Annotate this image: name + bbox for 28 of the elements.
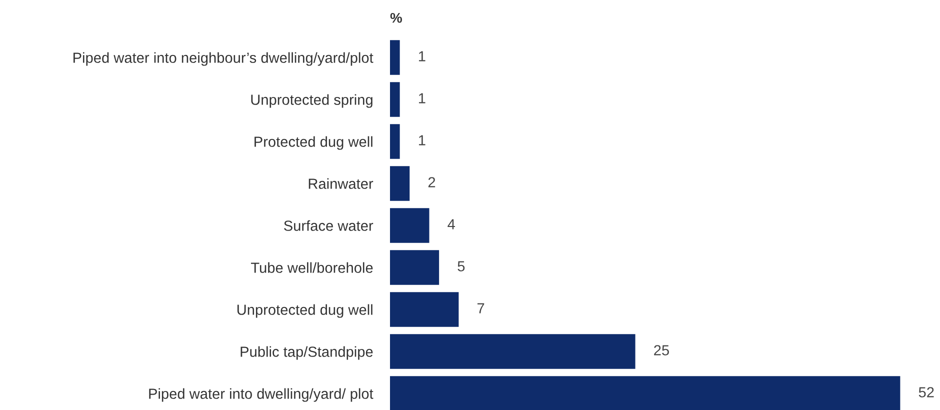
y-tick-label: Rainwater xyxy=(308,178,374,189)
data-label: 4 xyxy=(448,219,455,230)
bar xyxy=(390,376,900,410)
data-label: 25 xyxy=(654,345,669,356)
bar xyxy=(390,40,400,75)
bar xyxy=(390,166,410,201)
y-tick-label: Surface water xyxy=(284,220,374,231)
data-label: 7 xyxy=(477,303,484,314)
data-label: 1 xyxy=(418,51,426,62)
bar xyxy=(390,334,636,369)
bar xyxy=(390,250,440,285)
y-tick-label: Protected dug well xyxy=(254,136,372,150)
y-tick-label: Public tap/Standpipe xyxy=(240,346,373,360)
bar xyxy=(390,208,430,243)
y-tick-label: Piped water into neighbour’s dwelling/yard/plot xyxy=(74,52,374,66)
bar xyxy=(390,82,400,117)
y-tick-label: Tube well/borehole xyxy=(250,262,373,273)
data-label: 52 xyxy=(918,387,934,398)
x-axis-title: % xyxy=(390,12,402,23)
data-label: 2 xyxy=(428,177,436,188)
y-tick-label: Unprotected dug well xyxy=(237,304,372,318)
y-tick-label: Unprotected spring xyxy=(251,94,372,108)
y-tick-label: Piped water into dwelling/yard/ plot xyxy=(149,388,374,402)
bar xyxy=(390,292,459,327)
bar xyxy=(390,124,400,159)
data-label: 1 xyxy=(418,93,426,104)
data-label: 1 xyxy=(418,135,426,146)
data-label: 5 xyxy=(458,261,465,272)
